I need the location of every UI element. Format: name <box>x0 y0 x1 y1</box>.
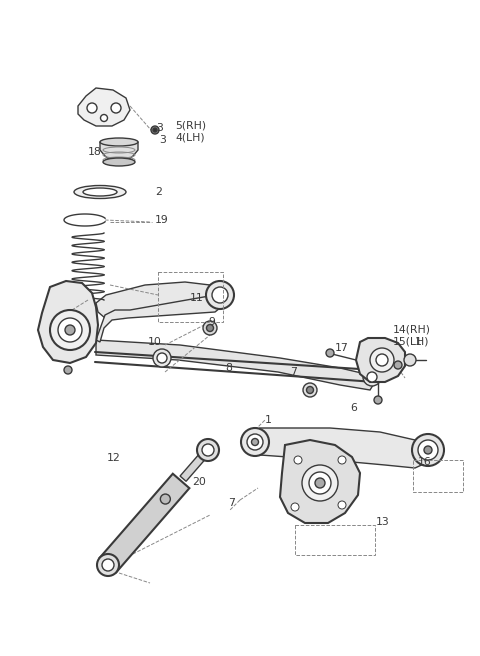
Text: 18: 18 <box>88 147 102 157</box>
Circle shape <box>247 434 263 450</box>
Circle shape <box>252 438 259 445</box>
Circle shape <box>197 439 219 461</box>
Text: 14(RH): 14(RH) <box>393 325 431 335</box>
Polygon shape <box>100 474 190 572</box>
Text: 17: 17 <box>335 343 349 353</box>
Polygon shape <box>38 281 98 363</box>
Circle shape <box>303 383 317 397</box>
Text: 5(RH): 5(RH) <box>175 121 206 131</box>
Circle shape <box>87 103 97 113</box>
Circle shape <box>418 440 438 460</box>
Circle shape <box>157 353 167 363</box>
Circle shape <box>424 446 432 454</box>
Circle shape <box>64 366 72 374</box>
Text: 10: 10 <box>148 337 162 347</box>
Circle shape <box>202 444 214 456</box>
Text: 9: 9 <box>208 317 215 327</box>
Polygon shape <box>245 428 430 468</box>
Polygon shape <box>280 440 360 523</box>
Circle shape <box>153 128 157 132</box>
Circle shape <box>412 434 444 466</box>
Polygon shape <box>96 295 220 342</box>
Circle shape <box>338 456 346 464</box>
Circle shape <box>203 321 217 335</box>
Circle shape <box>206 281 234 309</box>
Text: 19: 19 <box>155 215 169 225</box>
Text: 1: 1 <box>415 337 422 347</box>
Text: 7: 7 <box>228 498 235 508</box>
Circle shape <box>206 325 214 331</box>
Ellipse shape <box>100 138 138 146</box>
Polygon shape <box>78 88 130 126</box>
Circle shape <box>160 494 170 504</box>
Circle shape <box>291 503 299 511</box>
Text: 11: 11 <box>190 293 204 303</box>
Circle shape <box>294 456 302 464</box>
Ellipse shape <box>83 188 117 196</box>
Polygon shape <box>180 447 211 482</box>
Text: 7: 7 <box>290 367 297 377</box>
Circle shape <box>102 559 114 571</box>
Circle shape <box>153 349 171 367</box>
Polygon shape <box>96 282 220 318</box>
Circle shape <box>111 103 121 113</box>
Circle shape <box>376 354 388 366</box>
Text: 12: 12 <box>107 453 121 463</box>
Text: 3: 3 <box>156 123 163 133</box>
Text: 13: 13 <box>376 517 390 527</box>
Ellipse shape <box>103 158 135 166</box>
Circle shape <box>374 396 382 404</box>
Circle shape <box>307 386 313 394</box>
Circle shape <box>151 126 159 134</box>
Text: 20: 20 <box>192 477 206 487</box>
Circle shape <box>367 372 377 382</box>
Circle shape <box>97 554 119 576</box>
Text: 4(LH): 4(LH) <box>175 132 204 142</box>
Circle shape <box>65 325 75 335</box>
Text: 15(LH): 15(LH) <box>393 336 430 346</box>
Circle shape <box>212 287 228 303</box>
Circle shape <box>302 465 338 501</box>
Circle shape <box>363 368 381 386</box>
Text: 1: 1 <box>265 415 272 425</box>
Circle shape <box>50 310 90 350</box>
Circle shape <box>58 318 82 342</box>
Polygon shape <box>96 340 375 390</box>
Circle shape <box>394 361 402 369</box>
Text: 16: 16 <box>418 457 432 467</box>
Circle shape <box>326 349 334 357</box>
Text: 8: 8 <box>225 363 232 373</box>
Circle shape <box>370 348 394 372</box>
Circle shape <box>404 354 416 366</box>
Text: 2: 2 <box>155 187 162 197</box>
Text: 6: 6 <box>350 403 357 413</box>
Circle shape <box>100 115 108 121</box>
Text: 3: 3 <box>159 135 167 145</box>
Circle shape <box>338 501 346 509</box>
Polygon shape <box>356 338 405 382</box>
Circle shape <box>309 472 331 494</box>
Polygon shape <box>100 142 138 162</box>
Ellipse shape <box>74 186 126 199</box>
Circle shape <box>241 428 269 456</box>
Circle shape <box>315 478 325 488</box>
